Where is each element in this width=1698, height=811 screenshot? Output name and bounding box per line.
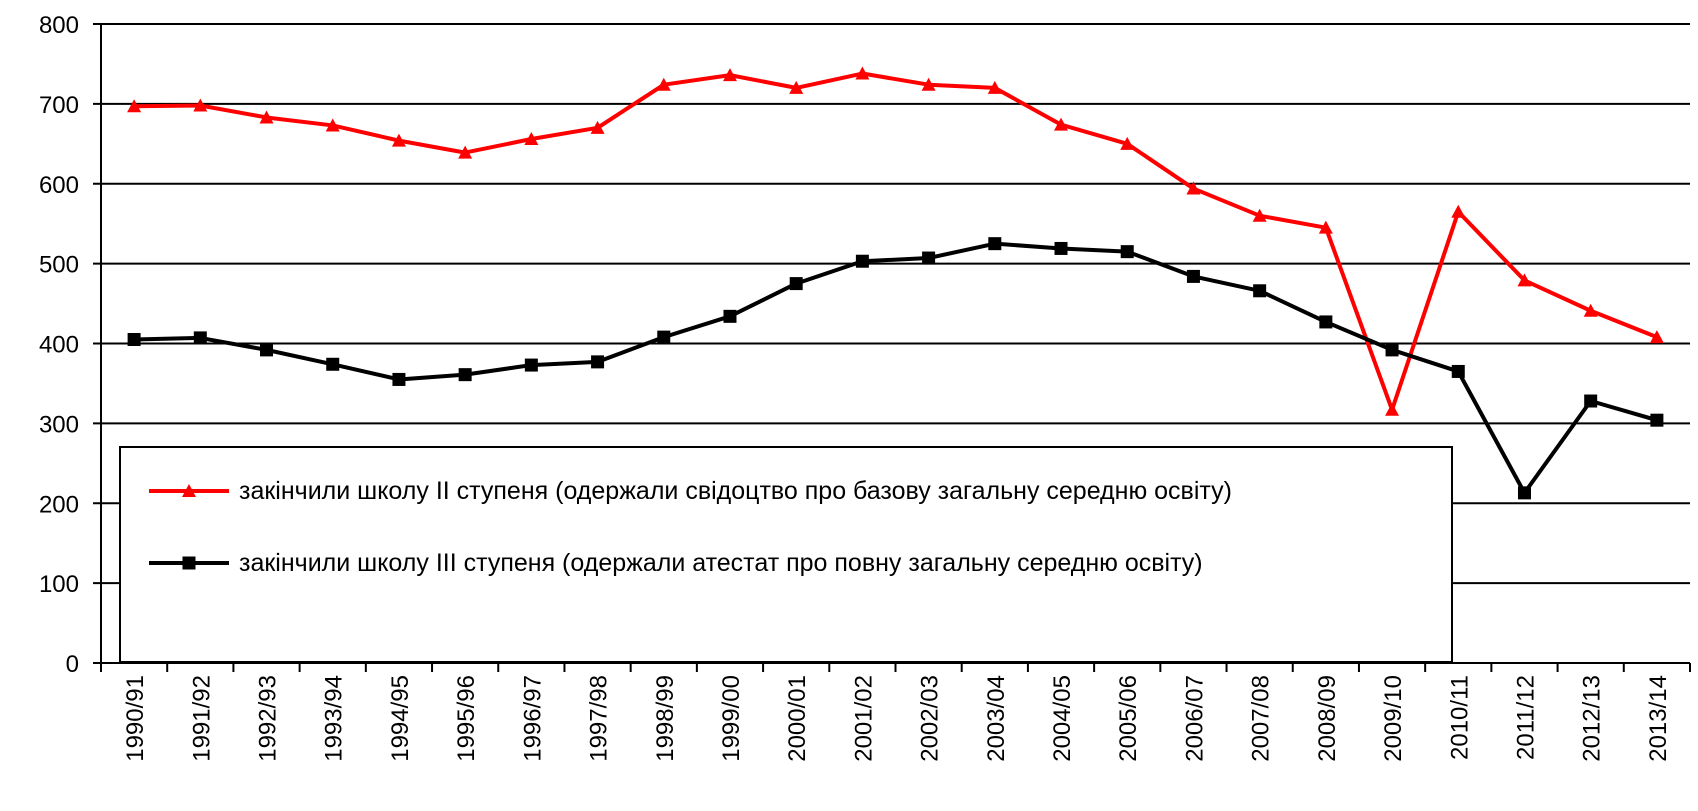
legend-label: закінчили школу III ступеня (одержали ат… [239,549,1203,577]
y-tick-label: 0 [66,651,79,678]
legend-entry: закінчили школу III ступеня (одержали ат… [121,544,1431,582]
marker [723,309,737,323]
marker [1583,303,1598,317]
marker [921,77,936,91]
x-tick-label: 1994/95 [387,675,414,762]
marker [591,355,605,369]
x-tick-label: 1995/96 [453,675,480,762]
x-tick-label: 2007/08 [1248,675,1275,762]
marker [458,368,472,382]
x-tick-label: 2002/03 [917,675,944,762]
x-tick-label: 1990/91 [122,675,149,762]
marker [458,145,473,159]
marker [1186,181,1201,195]
x-tick-label: 2010/11 [1446,675,1473,760]
legend: закінчили школу II ступеня (одержали сві… [119,446,1453,663]
marker [524,358,538,372]
x-tick-label: 2004/05 [1049,675,1076,762]
x-tick-label: 2012/13 [1579,675,1606,762]
x-tick-label: 1998/99 [652,675,679,762]
y-tick-label: 700 [39,92,79,119]
legend-swatch [149,556,229,570]
x-tick-label: 1997/98 [586,675,613,762]
marker [1253,284,1267,298]
x-tick-label: 2003/04 [983,675,1010,762]
y-tick-label: 400 [39,332,79,359]
legend-marker [182,484,196,497]
y-tick-label: 500 [39,252,79,279]
x-tick-label: 2013/14 [1645,675,1672,762]
marker [855,254,869,268]
x-tick-label: 2008/09 [1314,675,1341,762]
marker [1319,315,1333,329]
x-tick-label: 2001/02 [850,675,877,762]
marker [1318,220,1333,234]
marker [391,133,406,147]
legend-label: закінчили школу II ступеня (одержали сві… [239,477,1232,505]
marker [1385,343,1399,357]
marker [1517,273,1532,287]
marker [789,80,804,94]
marker [988,237,1002,251]
y-tick-label: 600 [39,172,79,199]
marker [590,120,605,134]
marker [127,333,141,347]
x-tick-label: 2006/07 [1181,675,1208,762]
marker [722,68,737,82]
marker [1451,204,1466,218]
marker [789,277,803,291]
marker [987,80,1002,94]
series-line [134,71,1658,412]
marker [326,357,340,371]
marker [325,118,340,132]
marker [524,132,539,146]
series-line [134,241,1658,495]
x-tick-label: 1999/00 [718,675,745,762]
marker [1584,394,1598,408]
y-tick-label: 800 [39,12,79,39]
marker [1120,245,1134,259]
x-tick-label: 1993/94 [321,675,348,762]
marker [259,110,274,124]
legend-entry: закінчили школу II ступеня (одержали сві… [121,472,1431,510]
x-tick-label: 2011/12 [1512,675,1539,760]
marker [127,99,142,113]
x-tick-label: 1991/92 [188,675,215,762]
y-tick-label: 100 [39,571,79,598]
marker [193,331,207,345]
legend-marker [182,556,196,570]
marker [855,66,870,80]
y-tick-label: 300 [39,411,79,438]
marker [1120,136,1135,150]
marker [1186,269,1200,283]
x-tick-label: 2005/06 [1115,675,1142,762]
marker [657,330,671,344]
marker [392,372,406,386]
x-tick-label: 1992/93 [255,675,282,762]
marker [1054,241,1068,255]
x-tick-label: 2009/10 [1380,675,1407,762]
marker [260,343,274,357]
marker [922,251,936,265]
x-tick-label: 2000/01 [784,675,811,762]
marker [1385,402,1400,416]
marker [656,77,671,91]
y-tick-label: 200 [39,491,79,518]
marker [1451,364,1465,378]
marker [1054,117,1069,131]
x-tick-label: 1996/97 [519,675,546,762]
marker [193,98,208,112]
marker [1252,208,1267,222]
marker [1517,486,1531,500]
legend-swatch [149,484,229,497]
marker [1650,413,1664,427]
marker [1649,330,1664,344]
